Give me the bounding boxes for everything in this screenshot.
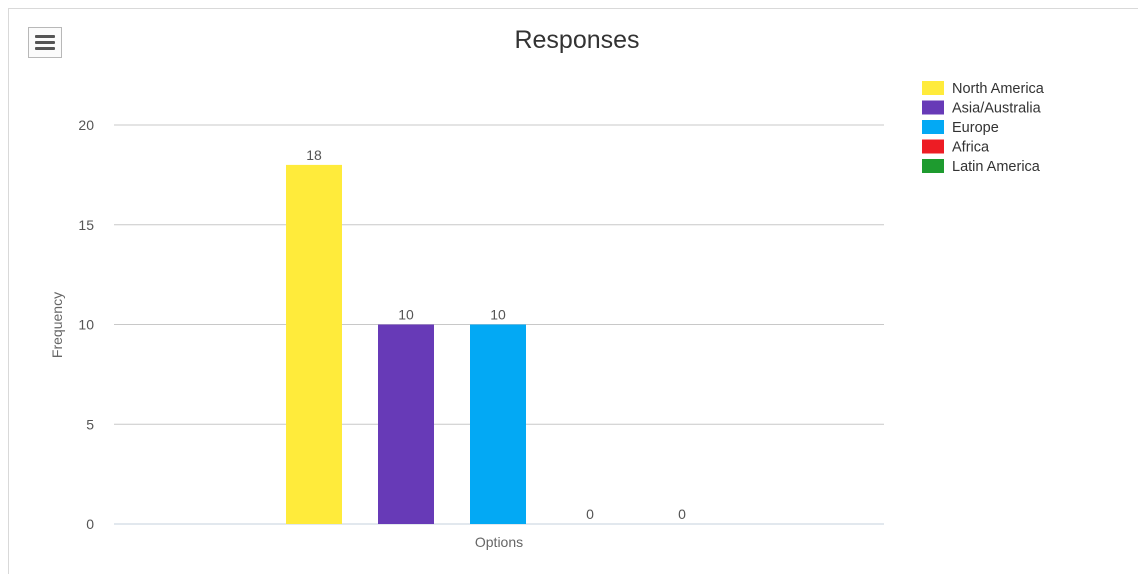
hamburger-menu-icon [35, 35, 55, 38]
chart-title: Responses [514, 26, 639, 54]
data-label: 0 [678, 506, 686, 522]
y-tick-label: 10 [78, 317, 94, 333]
bar-asia-australia[interactable] [378, 324, 434, 525]
legend: North America Asia/Australia Europe Africa L… [922, 81, 1045, 175]
y-tick-label: 15 [78, 217, 94, 233]
legend-label: Africa [952, 140, 990, 156]
data-labels: 18 10 10 0 0 [306, 147, 686, 522]
data-label: 10 [490, 307, 506, 323]
legend-label: Europe [952, 120, 999, 136]
legend-label: North America [952, 81, 1045, 97]
legend-item-north-america[interactable]: North America [922, 81, 1045, 97]
data-label: 0 [586, 506, 594, 522]
bar-north-america[interactable] [286, 164, 342, 524]
bar-europe[interactable] [470, 324, 526, 525]
bars [286, 164, 526, 525]
legend-item-africa[interactable]: Africa [922, 139, 990, 156]
legend-swatch [922, 81, 944, 95]
data-label: 10 [398, 307, 414, 323]
y-tick-label: 20 [78, 117, 94, 133]
y-tick-label: 5 [86, 416, 94, 432]
chart-container [8, 8, 1138, 574]
data-label: 18 [306, 147, 322, 163]
x-axis-label: Options [475, 534, 523, 550]
legend-swatch [922, 100, 944, 115]
legend-swatch [922, 139, 944, 154]
legend-item-europe[interactable]: Europe [922, 120, 999, 136]
legend-label: Latin America [952, 159, 1041, 175]
legend-swatch [922, 120, 944, 134]
chart-menu-button[interactable] [28, 27, 62, 58]
hamburger-menu-icon-line [35, 41, 55, 44]
y-axis-ticks: 0 5 10 15 20 [78, 117, 94, 532]
gridlines [114, 124, 884, 525]
legend-label: Asia/Australia [952, 101, 1042, 117]
y-axis-label: Frequency [49, 292, 65, 358]
legend-item-latin-america[interactable]: Latin America [922, 159, 1041, 175]
hamburger-menu-icon-line [35, 47, 55, 50]
y-tick-label: 0 [86, 516, 94, 532]
legend-item-asia-australia[interactable]: Asia/Australia [922, 100, 1042, 117]
legend-swatch [922, 159, 944, 173]
